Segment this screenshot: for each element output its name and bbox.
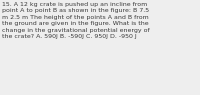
- Text: 15. A 12 kg crate is pushed up an incline from
point A to point B as shown in th: 15. A 12 kg crate is pushed up an inclin…: [2, 2, 150, 39]
